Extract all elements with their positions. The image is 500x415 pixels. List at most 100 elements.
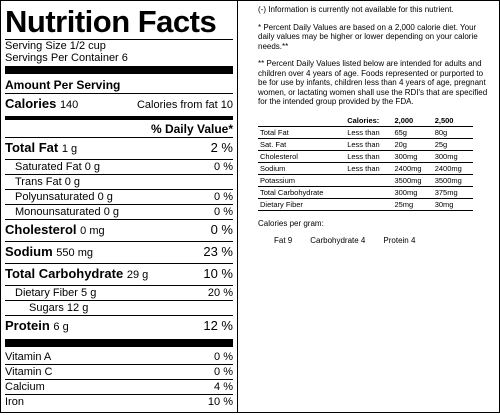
nutrient-amount: 12 g xyxy=(66,302,89,314)
vitamin-name: Vitamin C xyxy=(5,366,53,378)
nutrient-name: Monounsaturated xyxy=(15,206,101,218)
table-cell xyxy=(345,198,393,211)
nutrient-amount: 29 g xyxy=(126,269,149,281)
table-cell: Less than xyxy=(345,162,393,175)
vitamin-name: Vitamin A xyxy=(5,351,52,363)
table-row: Total Carbohydrate 300mg 375mg xyxy=(258,186,473,199)
table-cell: 300mg xyxy=(432,150,473,163)
table-cell: 2400mg xyxy=(392,162,433,175)
table-cell: 300mg xyxy=(392,150,433,163)
divider xyxy=(5,394,233,395)
nutrient-pct: 20 % xyxy=(207,287,233,299)
thick-divider xyxy=(5,339,233,347)
nutrient-amount: 1 g xyxy=(61,143,78,155)
divider xyxy=(5,364,233,365)
nutrition-facts-label: Nutrition Facts Serving Size 1/2 cup Ser… xyxy=(0,0,238,413)
sodium-row: Sodium 550 mg 23 % xyxy=(5,242,233,263)
trans-fat-row: Trans Fat 0 g xyxy=(5,175,233,189)
nutrient-amount: 0 g xyxy=(64,176,81,188)
vitamin-pct: 10 % xyxy=(207,396,233,408)
table-cell: 65g xyxy=(392,126,433,139)
nutrient-pct: 2 % xyxy=(210,140,233,155)
info-panel: (-) Information is currently not availab… xyxy=(238,0,500,413)
table-row: Potassium 3500mg 3500mg xyxy=(258,174,473,187)
divider xyxy=(5,137,233,138)
table-cell: Dietary Fiber xyxy=(258,198,346,211)
vitamin-pct: 4 % xyxy=(214,381,233,393)
table-cell: Calories: xyxy=(345,114,393,127)
saturated-fat-row: Saturated Fat 0 g 0 % xyxy=(5,160,233,174)
title-rule xyxy=(5,39,233,40)
nutrient-pct: 23 % xyxy=(203,244,233,259)
vitamin-pct: 0 % xyxy=(214,366,233,378)
vitamin-row: Vitamin A 0 % xyxy=(5,350,233,364)
table-cell: 25mg xyxy=(392,198,433,211)
table-cell: Total Fat xyxy=(258,126,346,139)
table-cell: 300mg xyxy=(392,186,433,199)
divider xyxy=(5,285,233,286)
note-rdi: ** Percent Daily Values listed below are… xyxy=(258,59,488,106)
total-carbohydrate-row: Total Carbohydrate 29 g 10 % xyxy=(5,264,233,285)
nutrient-amount: 0 g xyxy=(103,206,119,218)
table-cell: Sodium xyxy=(258,162,346,175)
table-cell: 375mg xyxy=(432,186,473,199)
monounsaturated-row: Monounsaturated 0 g 0 % xyxy=(5,205,233,219)
table-cell: Potassium xyxy=(258,174,346,187)
table-cell xyxy=(345,186,393,199)
table-cell: 30mg xyxy=(432,198,473,211)
divider xyxy=(5,219,233,220)
table-cell: Sat. Fat xyxy=(258,138,346,151)
nutrient-pct: 0 % xyxy=(210,222,233,237)
vitamin-name: Calcium xyxy=(5,381,45,393)
table-row: Dietary Fiber 25mg 30mg xyxy=(258,198,473,211)
thick-divider xyxy=(5,66,233,74)
divider xyxy=(5,174,233,175)
daily-value-header: % Daily Value* xyxy=(150,122,233,136)
vitamin-row: Vitamin C 0 % xyxy=(5,365,233,379)
calories-per-gram-item: Carbohydrate 4 xyxy=(310,236,366,245)
serving-size: Serving Size 1/2 cup xyxy=(5,40,106,52)
nutrient-amount: 6 g xyxy=(53,321,69,333)
nutrient-name: Dietary Fiber xyxy=(15,287,78,299)
nutrient-name: Protein xyxy=(5,318,50,333)
divider xyxy=(5,204,233,205)
nutrition-facts-title: Nutrition Facts xyxy=(5,4,217,39)
dietary-fiber-row: Dietary Fiber 5 g 20 % xyxy=(5,286,233,300)
calories-per-gram-row: Fat 9 Carbohydrate 4 Protein 4 xyxy=(258,236,493,246)
nutrient-pct: 0 % xyxy=(214,161,233,173)
table-header-row: Calories: 2,000 2,500 xyxy=(258,114,473,127)
nutrient-pct: 0 % xyxy=(214,191,233,203)
nutrient-name: Sodium xyxy=(5,244,53,259)
total-fat-row: Total Fat 1 g 2 % xyxy=(5,138,233,159)
table-row: Sat. Fat Less than 20g 25g xyxy=(258,138,473,151)
note-percent-daily: * Percent Daily Values are based on a 2,… xyxy=(258,22,478,51)
nutrient-amount: 0 g xyxy=(97,191,113,203)
calories-label: Calories xyxy=(5,96,57,111)
divider xyxy=(5,241,233,242)
nutrient-pct: 12 % xyxy=(203,318,233,333)
table-cell: 25g xyxy=(432,138,473,151)
servings-per-container: Servings Per Container 6 xyxy=(5,52,128,64)
calories-per-gram-item: Fat 9 xyxy=(274,236,293,245)
nutrient-pct: 0 % xyxy=(214,206,233,218)
vitamin-row: Calcium 4 % xyxy=(5,380,233,394)
vitamin-name: Iron xyxy=(5,396,24,408)
nutrient-amount: 0 mg xyxy=(80,225,105,237)
table-cell: 2400mg xyxy=(432,162,473,175)
medium-divider xyxy=(5,116,233,120)
table-cell: 2,000 xyxy=(392,114,433,127)
divider xyxy=(5,379,233,380)
table-cell: Total Carbohydrate xyxy=(258,186,346,199)
table-row: Sodium Less than 2400mg 2400mg xyxy=(258,162,473,175)
polyunsaturated-row: Polyunsaturated 0 g 0 % xyxy=(5,190,233,204)
cholesterol-row: Cholesterol 0 mg 0 % xyxy=(5,220,233,241)
nutrient-amount: 0 g xyxy=(84,161,101,173)
calories-fat-value: 10 xyxy=(220,99,233,111)
amount-per-serving: Amount Per Serving xyxy=(5,78,121,92)
nutrient-name: Trans Fat xyxy=(15,176,62,188)
nutrient-name: Polyunsaturated xyxy=(15,191,95,203)
nutrient-name: Total Carbohydrate xyxy=(5,266,124,281)
sugars-row: Sugars 12 g xyxy=(5,301,233,315)
divider xyxy=(5,315,233,316)
nutrient-name: Cholesterol xyxy=(5,222,77,237)
